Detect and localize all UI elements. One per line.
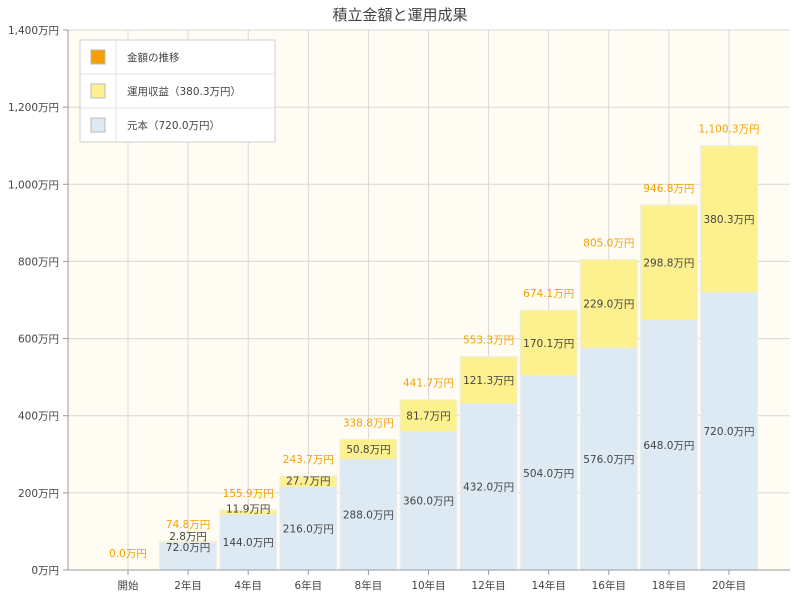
label-gain: 380.3万円 — [703, 214, 754, 226]
bar-principal — [339, 458, 397, 570]
label-total: 805.0万円 — [583, 238, 634, 250]
bar-gain — [640, 204, 698, 321]
label-principal: 648.0万円 — [643, 440, 694, 452]
legend-label-gain: 運用収益（380.3万円） — [127, 85, 241, 98]
label-gain: 229.0万円 — [583, 299, 634, 311]
y-tick-label: 0万円 — [31, 565, 59, 577]
bar-gain — [279, 476, 337, 487]
bar-principal — [640, 320, 698, 570]
bar-gain — [460, 356, 518, 404]
chart-title: 積立金額と運用成果 — [332, 6, 468, 24]
bar-principal — [700, 292, 758, 570]
x-tick-label: 20年目 — [712, 579, 746, 592]
x-tick-label: 18年目 — [652, 579, 686, 592]
bar-principal — [400, 431, 457, 570]
x-tick-label: 6年目 — [294, 579, 322, 592]
label-total: 553.3万円 — [463, 335, 514, 347]
x-tick-label: 2年目 — [174, 579, 202, 592]
legend-box — [79, 39, 276, 143]
bar-gain — [159, 541, 217, 543]
legend-swatch-total — [90, 49, 106, 65]
legend-label-principal: 元本（720.0万円） — [127, 119, 220, 132]
bar-principal — [219, 514, 277, 570]
label-principal: 576.0万円 — [583, 454, 634, 466]
bar-gain — [520, 309, 578, 376]
x-tick-label: 16年目 — [592, 579, 626, 592]
label-total: 441.7万円 — [403, 378, 454, 390]
x-tick-label: 12年目 — [471, 579, 505, 592]
label-principal: 216.0万円 — [283, 523, 334, 535]
y-tick-label: 1,000万円 — [8, 179, 59, 191]
label-gain: 27.7万円 — [286, 476, 330, 488]
y-tick-label: 200万円 — [18, 488, 59, 500]
label-principal: 360.0万円 — [403, 496, 454, 508]
label-gain: 11.9万円 — [226, 503, 270, 515]
y-tick-label: 800万円 — [18, 256, 59, 268]
bars — [159, 145, 758, 571]
bar-principal — [580, 347, 638, 570]
y-tick-label: 600万円 — [18, 334, 59, 346]
bar-gain — [700, 145, 758, 293]
label-principal: 504.0万円 — [523, 468, 574, 480]
y-tick-label: 400万円 — [18, 411, 59, 423]
label-gain: 121.3万円 — [463, 375, 514, 387]
label-total: 338.8万円 — [343, 417, 394, 429]
x-tick-label: 4年目 — [234, 579, 262, 592]
label-gain: 50.8万円 — [346, 444, 390, 456]
label-gain: 298.8万円 — [643, 257, 694, 269]
label-total: 243.7万円 — [283, 454, 334, 466]
bar-gain — [339, 439, 397, 459]
label-total: 946.8万円 — [643, 183, 694, 195]
x-tick-label: 10年目 — [411, 579, 445, 592]
x-tick-label: 14年目 — [532, 579, 566, 592]
label-total: 0.0万円 — [109, 548, 147, 560]
bar-gain — [580, 259, 638, 348]
label-total: 1,100.3万円 — [698, 124, 759, 136]
x-tick-label: 開始 — [118, 579, 139, 592]
y-tick-label: 1,200万円 — [8, 102, 59, 114]
legend-swatch-gain — [90, 83, 106, 99]
axes: 0万円 200万円 400万円 600万円 800万円 1,000万円 1,200万円 1,4… — [8, 25, 790, 592]
label-principal: 432.0万円 — [463, 482, 514, 494]
bar-principal — [460, 403, 518, 570]
label-gain: 81.7万円 — [406, 410, 450, 422]
label-principal: 288.0万円 — [343, 509, 394, 521]
x-tick-label: 8年目 — [355, 579, 383, 592]
label-total: 674.1万円 — [523, 288, 574, 300]
label-principal: 720.0万円 — [703, 426, 754, 438]
y-tick-label: 1,400万円 — [8, 25, 59, 37]
legend-label-total: 金額の推移 — [127, 51, 180, 64]
label-gain: 170.1万円 — [523, 338, 574, 350]
label-gain: 2.8万円 — [169, 531, 207, 543]
bar-principal — [159, 542, 217, 570]
bar-gain — [219, 509, 277, 515]
label-total: 155.9万円 — [223, 488, 274, 500]
bar-gain — [400, 399, 457, 432]
bar-principal — [520, 375, 578, 570]
label-principal: 72.0万円 — [166, 542, 210, 554]
legend-swatch-principal — [90, 117, 106, 133]
label-principal: 144.0万円 — [223, 537, 274, 549]
label-total: 74.8万円 — [166, 519, 210, 531]
bar-principal — [279, 486, 337, 570]
